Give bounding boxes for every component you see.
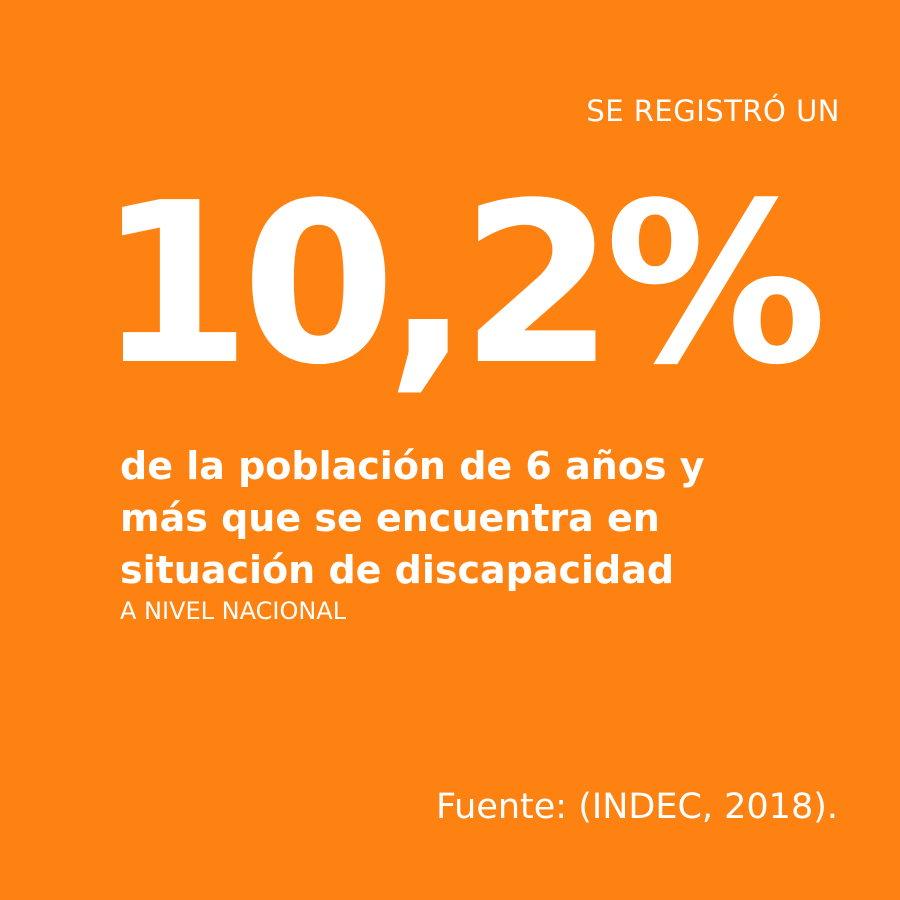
description-text: de la población de 6 años y más que se e… xyxy=(120,440,820,596)
scope-label: A NIVEL NACIONAL xyxy=(120,597,347,625)
source-citation: Fuente: (INDEC, 2018). xyxy=(435,787,838,827)
description-line: más que se encuentra en xyxy=(120,496,660,540)
kicker-text: SE REGISTRÓ UN xyxy=(586,94,840,128)
description-line: de la población de 6 años y xyxy=(120,444,705,488)
percentage-figure: 10,2% xyxy=(97,156,827,414)
description-line: situación de discapacidad xyxy=(120,548,675,592)
